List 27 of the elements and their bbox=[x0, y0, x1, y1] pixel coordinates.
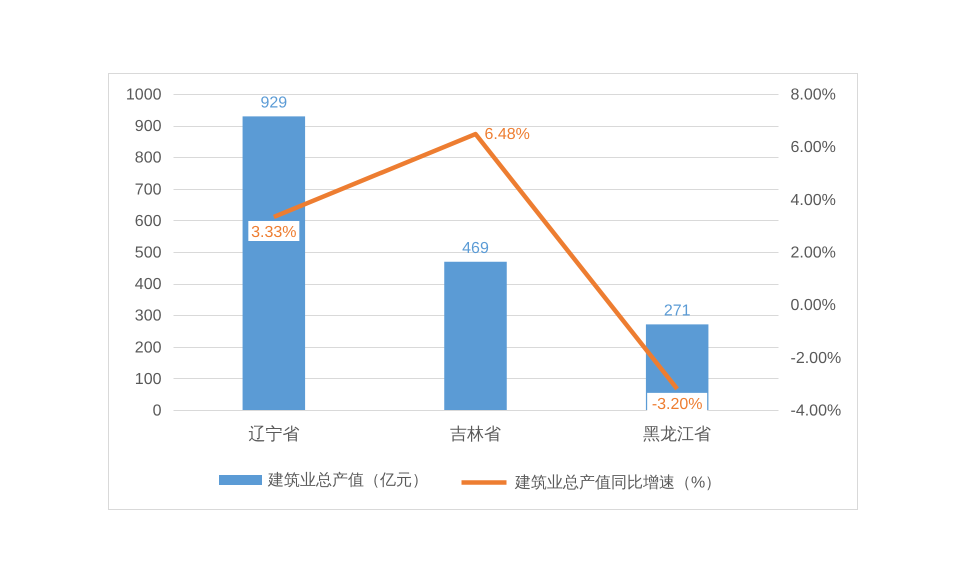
y2-tick-label: -2.00% bbox=[790, 350, 842, 367]
y2-tick-label: 4.00% bbox=[790, 192, 836, 209]
data-label: 271 bbox=[664, 302, 691, 320]
data-label: -3.20% bbox=[652, 396, 703, 413]
y-tick-label: 300 bbox=[134, 308, 162, 325]
y-tick-label: 900 bbox=[134, 118, 162, 136]
x-tick-label: 黑龙江省 bbox=[643, 424, 712, 444]
x-tick-label: 辽宁省 bbox=[248, 424, 300, 444]
y-tick-label: 500 bbox=[134, 244, 162, 262]
y2-tick-label: 2.00% bbox=[790, 244, 836, 262]
y2-tick-label: 0.00% bbox=[790, 297, 836, 314]
y-tick-label: 600 bbox=[134, 212, 162, 230]
y-tick-label: 0 bbox=[152, 402, 162, 420]
legend-label: 建筑业总产值同比增速（%） bbox=[514, 474, 722, 492]
y2-tick-label: -4.00% bbox=[790, 402, 842, 420]
data-label: 929 bbox=[260, 94, 288, 112]
y-tick-label: 800 bbox=[134, 150, 162, 167]
y-tick-label: 1000 bbox=[126, 86, 162, 104]
data-label: 6.48% bbox=[484, 126, 530, 144]
y-tick-label: 200 bbox=[134, 339, 162, 356]
y-tick-label: 100 bbox=[134, 370, 162, 388]
x-tick-label: 吉林省 bbox=[450, 424, 501, 444]
y-tick-label: 700 bbox=[134, 181, 162, 198]
legend-label: 建筑业总产值（亿元） bbox=[267, 471, 428, 489]
y-tick-label: 400 bbox=[134, 276, 162, 294]
data-label: 469 bbox=[462, 240, 489, 257]
y2-tick-label: 6.00% bbox=[790, 139, 836, 156]
